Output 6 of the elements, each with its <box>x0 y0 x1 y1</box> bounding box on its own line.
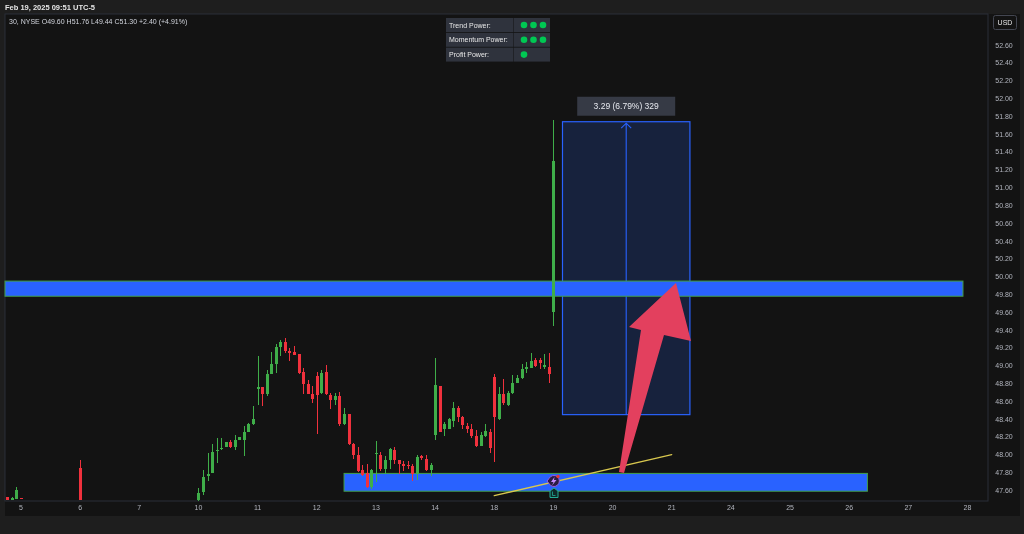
candlestick <box>257 355 260 405</box>
band-label: 3.29 (6.79%) 329 <box>593 101 660 112</box>
candlestick <box>375 441 378 483</box>
candlestick <box>216 437 219 463</box>
candlestick <box>207 452 210 482</box>
candlestick <box>220 437 223 451</box>
